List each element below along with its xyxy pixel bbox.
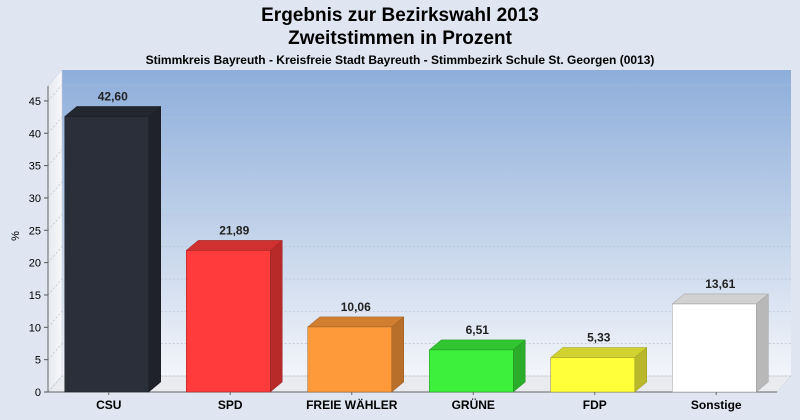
bar-top (550, 347, 648, 358)
chart-title: Ergebnis zur Bezirkswahl 2013 (261, 5, 539, 26)
x-tick-label: FDP (583, 398, 607, 412)
bar-grüne (428, 339, 526, 393)
bar-side (391, 316, 404, 393)
bar-front (64, 116, 149, 393)
y-tick-label: 5 (35, 355, 41, 367)
y-tick-label: 30 (29, 193, 41, 205)
data-label: 13,61 (705, 277, 735, 291)
gridline (47, 310, 791, 328)
gridline (47, 213, 791, 231)
x-tick-label: GRÜNE (452, 397, 495, 412)
gridline (47, 181, 791, 199)
bar-front (672, 303, 757, 393)
y-tick-label: 25 (29, 225, 41, 237)
bar-top (428, 339, 526, 351)
y-axis-label: % (10, 231, 22, 241)
chart-subtitle: Zweitstimmen in Prozent (288, 28, 512, 49)
bar-top (671, 293, 769, 305)
x-tick-label: CSU (96, 398, 121, 412)
data-label: 21,89 (219, 223, 249, 237)
bar-fdp (550, 346, 648, 393)
x-tick-label: SPD (218, 398, 243, 412)
bar-front (429, 349, 514, 393)
gridline (47, 246, 791, 263)
plot-left-wall (47, 69, 63, 393)
data-label: 42,60 (98, 89, 128, 103)
bar-csu (64, 105, 162, 393)
chart-caption: Stimmkreis Bayreuth - Kreisfreie Stadt B… (145, 53, 655, 67)
bar-top (185, 240, 283, 251)
gridline (47, 116, 791, 134)
bar-top (307, 316, 405, 328)
y-tick-label: 40 (29, 128, 41, 140)
y-tick-label: 10 (29, 322, 41, 334)
bar-front (550, 357, 635, 393)
bar-side (756, 293, 769, 393)
bar-top (64, 106, 162, 117)
gridline (47, 84, 791, 102)
bar-sonstige (671, 293, 769, 393)
bar-side (270, 239, 283, 393)
bar-front (186, 250, 271, 393)
bar-front (307, 326, 392, 393)
y-tick-label: 0 (35, 387, 41, 399)
x-tick-label: FREIE WÄHLER (306, 397, 398, 412)
bar-side (148, 105, 161, 393)
bar-spd (185, 239, 283, 393)
data-label: 10,06 (341, 300, 371, 314)
gridline (47, 149, 791, 166)
data-label: 5,33 (587, 331, 611, 345)
gridline (47, 278, 791, 296)
data-label: 6,51 (466, 323, 490, 337)
gridline (47, 343, 791, 360)
bar-freie-wähler (307, 316, 405, 393)
gridline (47, 375, 791, 393)
y-tick-label: 15 (29, 290, 41, 302)
x-tick-label: Sonstige (691, 398, 742, 412)
y-tick-label: 20 (29, 258, 41, 270)
y-tick-label: 45 (29, 96, 41, 108)
y-tick-label: 35 (29, 161, 41, 173)
